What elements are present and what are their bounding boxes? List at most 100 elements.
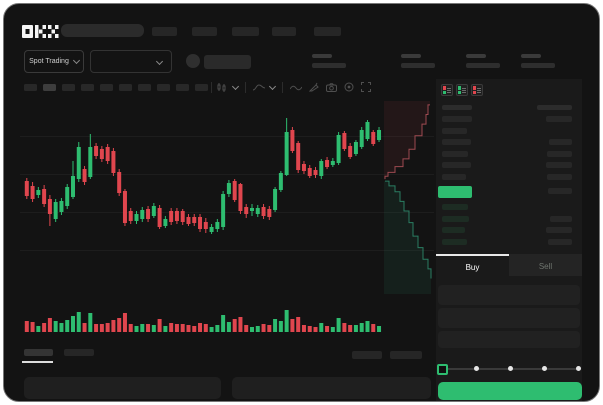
candle-body [88,147,93,177]
book-bids-icon[interactable] [456,84,468,96]
candle-body [99,149,104,159]
timeframe-button[interactable] [100,84,113,91]
volume-bar [336,318,341,332]
book-asks-icon[interactable] [471,84,483,96]
timeframe-button[interactable] [81,84,94,91]
nav-item-placeholder[interactable] [232,27,259,36]
timeframe-button[interactable] [138,84,151,91]
candle-body [47,199,52,214]
slider-stop[interactable] [541,366,547,371]
volume-bar [30,322,35,332]
volume-bar [319,323,324,332]
tab-sell[interactable]: Sell [509,254,582,276]
chart-pane-tab[interactable] [64,349,94,356]
candle-body [111,151,116,173]
pair-selector[interactable] [90,50,172,73]
search-input[interactable] [61,24,144,37]
draw-tool[interactable] [308,79,319,97]
volume-bar [151,325,156,332]
line-tool[interactable] [289,79,303,97]
stat-value-placeholder [466,63,500,68]
stat-value-placeholder [521,63,555,68]
trade-panel: Buy Sell [436,79,582,401]
settings-icon[interactable] [344,79,354,97]
volume-bar [307,326,312,332]
chart-option-pill[interactable] [352,351,382,359]
volume-bar [146,324,151,332]
volume-bar [238,317,243,332]
chart-type-dropdown[interactable] [217,82,240,92]
chevron-down-icon [231,82,240,91]
fullscreen-icon[interactable] [361,79,371,97]
last-price-badge[interactable] [438,186,472,198]
volume-bar [88,313,93,332]
candle-body [76,147,81,179]
ask-price-placeholder [442,162,471,168]
timeframe-button[interactable] [157,84,170,91]
buy-submit-button[interactable] [438,382,582,400]
nav-item-placeholder[interactable] [152,27,177,36]
candle-body [128,211,133,221]
bid-price-placeholder [442,238,467,245]
candle-body [59,201,64,212]
candle-body [232,181,237,200]
chart-pane-tab[interactable] [24,349,53,356]
orderbook-mode-switcher [441,84,483,96]
nav-item-placeholder[interactable] [272,27,296,36]
candle-body [221,194,226,227]
amount-slider[interactable] [437,364,581,375]
indicators-dropdown[interactable] [253,82,277,92]
timeframe-button[interactable] [43,84,56,91]
candle-body [186,217,191,224]
orderbook-col-price [442,105,472,110]
timeframe-button[interactable] [119,84,132,91]
candle-body [94,146,99,156]
total-input[interactable] [438,331,580,348]
timeframe-button[interactable] [62,84,75,91]
nav-item-placeholder[interactable] [192,27,217,36]
candle-body [319,161,324,176]
timeframe-button[interactable] [195,84,208,91]
volume-bar [134,326,139,332]
candle-body [342,133,347,149]
chart-option-pill[interactable] [390,351,422,359]
candle-body [371,132,376,144]
volume-bar [105,323,110,332]
candle-body [325,160,330,167]
slider-stop[interactable] [507,366,513,371]
candlestick-chart[interactable] [24,104,382,294]
stat-value-placeholder [401,63,435,68]
amount-input[interactable] [438,308,580,328]
volume-bar [325,326,330,332]
candle-body [65,187,70,206]
candle-body [290,130,295,151]
candle-body [255,208,260,214]
candle-body [180,211,185,222]
volume-bar [209,327,214,332]
volume-bar [226,322,231,332]
candle-body [307,168,312,176]
volume-bar [353,325,358,332]
timeframe-button[interactable] [24,84,37,91]
candle-body [30,186,35,199]
chevron-down-icon [72,56,80,65]
tab-buy[interactable]: Buy [436,254,509,278]
candle-body [313,170,318,175]
slider-stop[interactable] [473,366,479,371]
candle-body [70,176,75,197]
tab-sell-label: Sell [538,261,553,271]
candle-body [198,217,203,229]
stat-value-placeholder [312,63,346,68]
camera-icon[interactable] [326,79,337,97]
price-input[interactable] [438,285,580,305]
book-combined-icon[interactable] [441,84,453,96]
volume-bar [261,324,266,332]
market-type-selector[interactable]: Spot Trading [24,50,84,73]
slider-handle[interactable] [437,364,448,375]
nav-item-placeholder[interactable] [314,27,341,36]
candle-body [151,206,156,216]
volume-bar [111,320,116,332]
timeframe-button[interactable] [176,84,189,91]
slider-stop[interactable] [575,366,581,371]
depth-asks-area [384,101,430,180]
